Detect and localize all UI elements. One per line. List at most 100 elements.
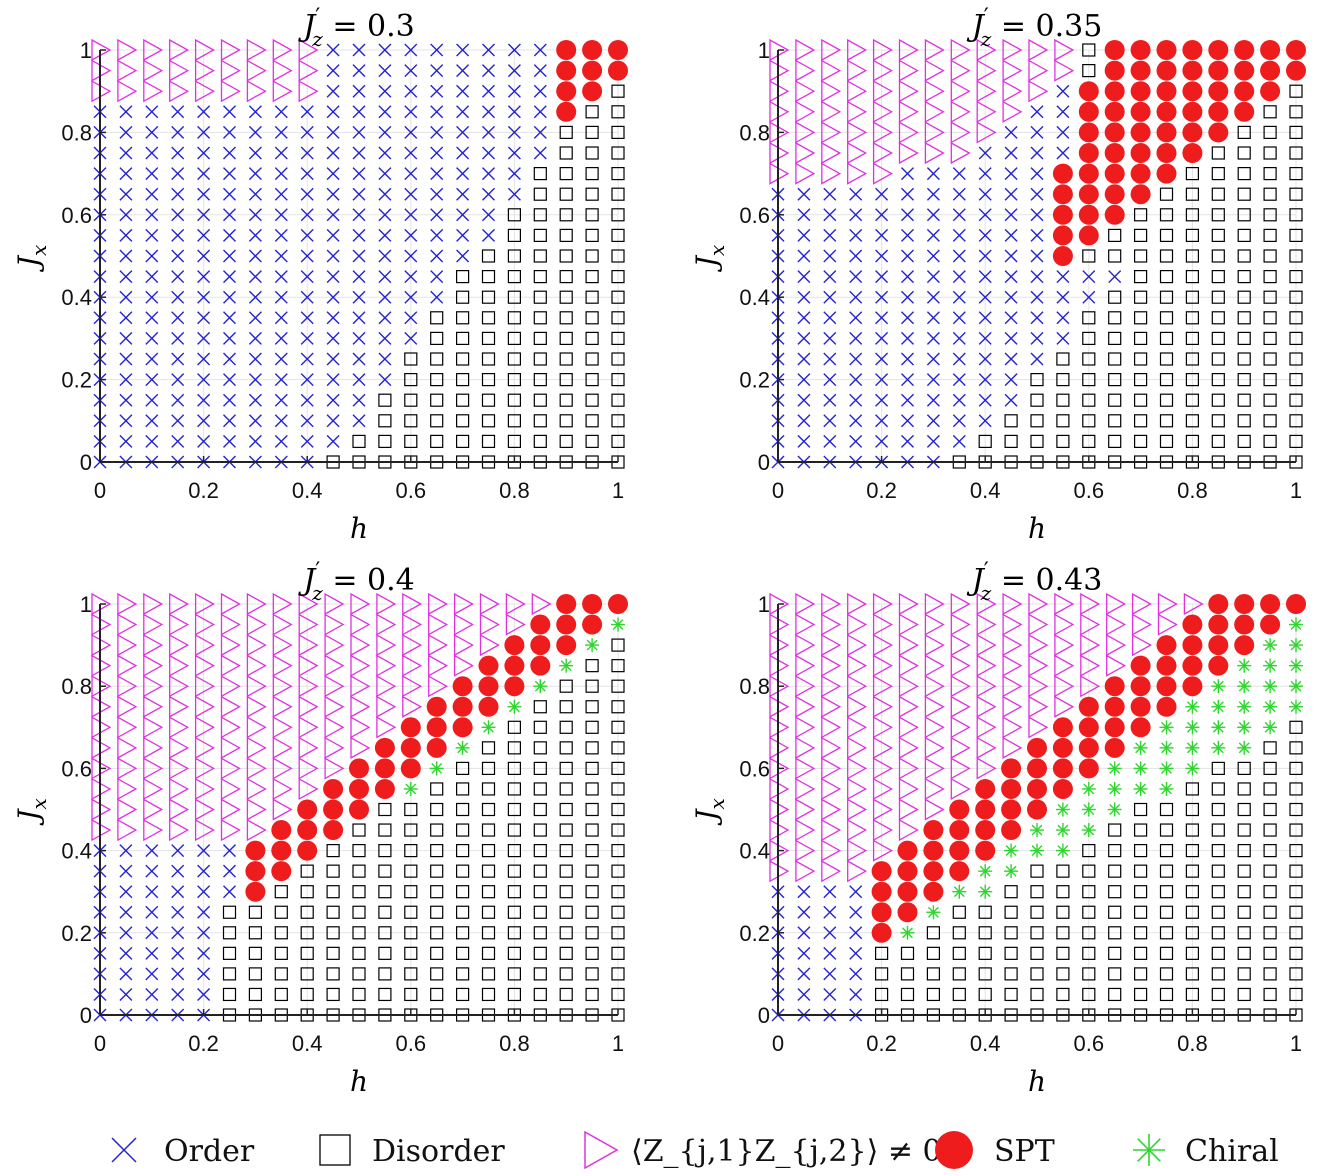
- point-zz: [1002, 592, 1023, 616]
- point-disorder: [559, 679, 573, 693]
- point-disorder: [456, 802, 470, 817]
- point-zz: [1131, 613, 1152, 636]
- point-order: [171, 105, 185, 119]
- point-disorder: [1108, 967, 1122, 981]
- point-disorder: [1237, 885, 1251, 899]
- point-spt: [582, 594, 603, 614]
- point-disorder: [1185, 905, 1200, 919]
- point-order: [300, 249, 314, 263]
- point-chiral: [1185, 740, 1200, 755]
- point-disorder: [1056, 946, 1070, 960]
- point-order: [797, 967, 811, 981]
- point-order: [797, 270, 811, 284]
- point-zz: [479, 613, 500, 636]
- point-disorder: [1159, 946, 1174, 960]
- point-zz: [847, 736, 868, 759]
- point-spt: [1130, 655, 1151, 676]
- point-zz: [169, 675, 190, 698]
- point-chiral: [1107, 802, 1122, 817]
- point-disorder: [1263, 167, 1277, 181]
- point-spt: [1182, 655, 1203, 676]
- point-zz: [976, 121, 997, 144]
- point-order: [926, 373, 940, 387]
- point-chiral: [1004, 843, 1019, 858]
- point-zz: [795, 38, 816, 62]
- point-spt: [1078, 122, 1099, 143]
- point-order: [1108, 270, 1122, 284]
- point-disorder: [300, 926, 314, 940]
- point-zz: [194, 633, 215, 657]
- point-order: [1056, 311, 1070, 325]
- point-order: [119, 290, 133, 304]
- point-order: [274, 434, 288, 448]
- point-spt: [1052, 717, 1073, 738]
- point-disorder: [404, 967, 418, 981]
- point-order: [378, 228, 392, 242]
- point-order: [926, 311, 940, 325]
- point-order: [197, 331, 211, 345]
- point-disorder: [1082, 864, 1096, 878]
- point-disorder: [1289, 414, 1303, 428]
- point-disorder: [456, 946, 470, 960]
- point-zz: [143, 716, 164, 739]
- point-order: [119, 249, 133, 263]
- point-disorder: [430, 967, 444, 981]
- point-disorder: [1211, 434, 1225, 448]
- point-disorder: [1263, 823, 1277, 837]
- point-disorder: [1159, 331, 1174, 345]
- point-disorder: [1108, 905, 1122, 919]
- point-order: [326, 249, 340, 263]
- point-order: [456, 187, 470, 201]
- point-order: [901, 434, 914, 448]
- point-zz: [143, 592, 164, 616]
- point-zz: [298, 654, 319, 677]
- point-zz: [821, 613, 842, 636]
- point-disorder: [585, 843, 599, 858]
- point-zz: [872, 141, 893, 165]
- legend-marker-x-icon: [111, 1137, 137, 1163]
- point-spt: [556, 81, 577, 102]
- point-disorder: [404, 434, 418, 448]
- point-chiral: [1289, 617, 1303, 632]
- point-zz: [505, 613, 526, 636]
- point-order: [1030, 249, 1044, 263]
- point-order: [145, 228, 159, 242]
- point-zz: [924, 633, 945, 657]
- point-disorder: [533, 700, 547, 714]
- point-zz: [950, 777, 971, 801]
- point-order: [926, 270, 940, 284]
- point-zz: [898, 736, 919, 759]
- point-order: [507, 43, 521, 57]
- point-spt: [271, 861, 292, 882]
- point-zz: [976, 59, 997, 82]
- point-zz: [272, 695, 293, 718]
- point-disorder: [352, 823, 366, 837]
- point-spt: [1130, 81, 1151, 102]
- point-disorder: [874, 967, 889, 981]
- point-order: [901, 208, 914, 222]
- point-disorder: [274, 905, 288, 919]
- point-order: [197, 311, 211, 325]
- point-spt: [1078, 717, 1099, 738]
- point-order: [352, 84, 366, 98]
- x-tick-label: 0.6: [1074, 1031, 1105, 1056]
- point-order: [197, 105, 211, 119]
- point-order: [1056, 146, 1070, 160]
- point-disorder: [1211, 414, 1225, 428]
- point-disorder: [481, 761, 496, 776]
- x-tick-label: 0.6: [396, 1031, 427, 1056]
- point-order: [875, 290, 889, 304]
- point-order: [1030, 208, 1044, 222]
- point-zz: [1002, 675, 1023, 698]
- point-order: [248, 434, 262, 448]
- point-disorder: [611, 249, 625, 263]
- point-zz: [1002, 633, 1023, 657]
- point-disorder: [1263, 146, 1277, 160]
- point-disorder: [559, 926, 573, 940]
- point-disorder: [533, 414, 547, 428]
- point-order: [145, 311, 159, 325]
- point-zz: [272, 757, 293, 780]
- point-order: [326, 414, 340, 428]
- point-zz: [169, 798, 190, 821]
- point-order: [456, 125, 470, 139]
